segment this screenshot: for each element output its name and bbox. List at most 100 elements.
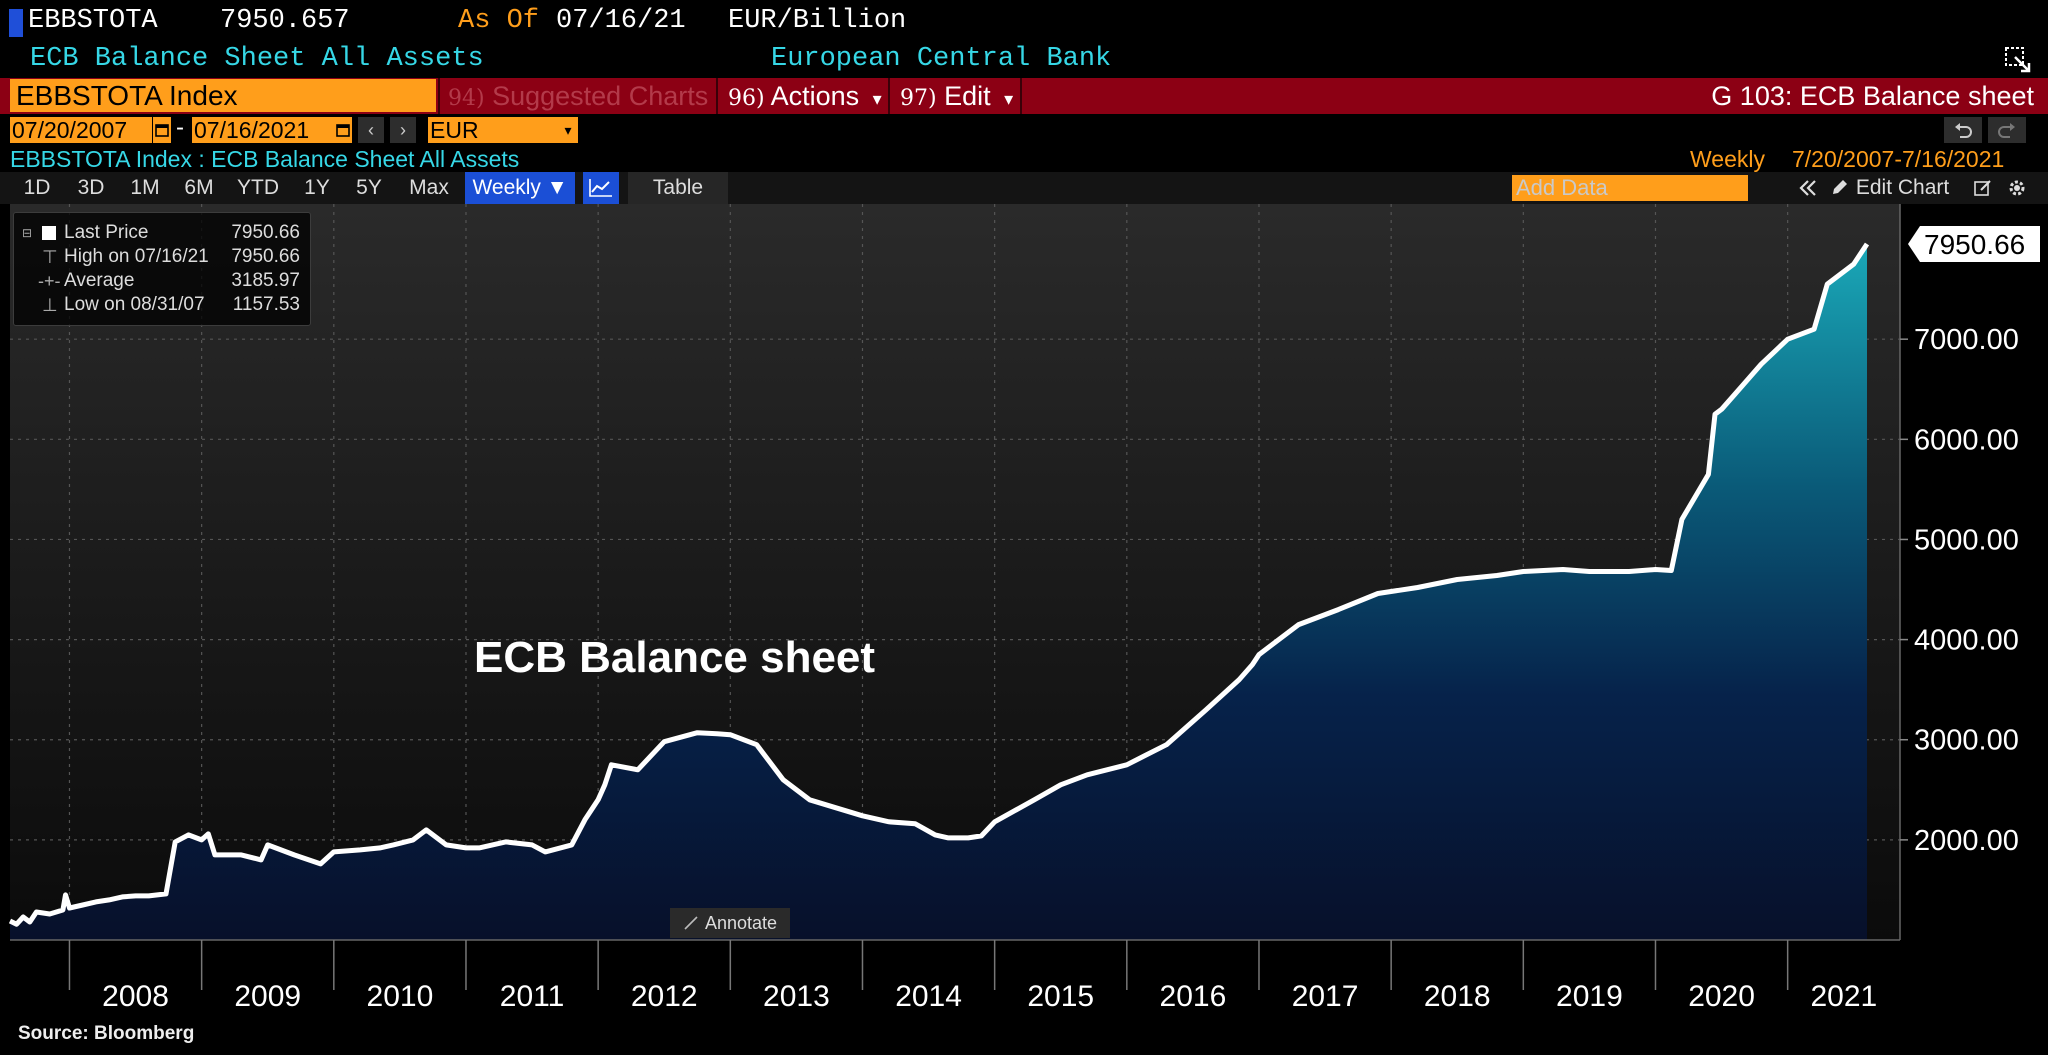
toolbar-divider bbox=[1020, 78, 1022, 114]
x-tick-label: 2020 bbox=[1688, 980, 1755, 1013]
legend-label: Low on 08/31/07 bbox=[64, 294, 205, 315]
x-tick-label: 2009 bbox=[234, 980, 301, 1013]
edit-box-icon bbox=[1974, 180, 1991, 196]
currency-select[interactable]: EUR bbox=[428, 117, 558, 143]
table-button[interactable]: Table bbox=[628, 172, 728, 204]
period-label: 7/20/2007-7/16/2021 bbox=[1792, 146, 2005, 172]
x-tick-label: 2011 bbox=[500, 980, 565, 1013]
edit-chart-label: Edit Chart bbox=[1855, 176, 1950, 199]
legend-row-high: ⊤ High on 07/16/21 7950.66 bbox=[14, 245, 310, 269]
end-date-field[interactable]: 07/16/2021 bbox=[192, 117, 334, 143]
y-tick-label: 2000.00 bbox=[1914, 825, 2019, 857]
collapse-button[interactable] bbox=[1794, 172, 1822, 204]
legend-value: 7950.66 bbox=[231, 246, 300, 267]
legend-box[interactable]: ⊟ Last Price 7950.66 ⊤ High on 07/16/21 … bbox=[13, 212, 311, 326]
actions-menu-button[interactable]: 96) Actions ▾ bbox=[716, 78, 888, 114]
x-tick-label: 2016 bbox=[1160, 980, 1227, 1013]
x-tick-label: 2008 bbox=[102, 980, 169, 1013]
annotate-pen-icon bbox=[684, 916, 698, 930]
x-tick-label: 2015 bbox=[1027, 980, 1094, 1013]
x-tick-label: 2012 bbox=[631, 980, 698, 1013]
end-date-calendar-icon[interactable] bbox=[334, 117, 352, 143]
add-data-input[interactable]: Add Data bbox=[1512, 175, 1748, 201]
legend-label: Average bbox=[64, 270, 135, 291]
source-note: Source: Bloomberg bbox=[18, 1023, 195, 1044]
chart-type-button[interactable] bbox=[583, 172, 619, 204]
x-tick-label: 2019 bbox=[1556, 980, 1623, 1013]
expand-icon[interactable] bbox=[2003, 45, 2033, 75]
source-name: European Central Bank bbox=[771, 44, 1112, 74]
edit-label: Edit bbox=[944, 81, 991, 111]
frequency-label: Weekly bbox=[1690, 146, 1765, 172]
actions-number: 96) bbox=[728, 86, 765, 111]
series-line bbox=[8, 242, 1870, 927]
line-chart-icon bbox=[589, 179, 612, 197]
annotate-button[interactable]: Annotate bbox=[670, 908, 790, 938]
legend-value: 3185.97 bbox=[231, 270, 300, 291]
date-separator: - bbox=[176, 114, 184, 141]
last-price-tag-label: 7950.66 bbox=[1924, 229, 2025, 260]
index-field[interactable]: EBBSTOTA Index bbox=[10, 79, 436, 112]
start-date-field[interactable]: 07/20/2007 bbox=[10, 117, 152, 143]
timeframe-6m[interactable]: 6M bbox=[184, 176, 214, 199]
next-period-button[interactable]: › bbox=[390, 117, 416, 143]
chart-subheader: EBBSTOTA Index : ECB Balance Sheet All A… bbox=[0, 144, 2048, 172]
y-tick-label: 3000.00 bbox=[1914, 725, 2019, 757]
as-of-label: As Of bbox=[458, 6, 540, 36]
y-tick-label: 6000.00 bbox=[1914, 424, 2019, 456]
double-chevron-left-icon bbox=[1799, 180, 1816, 196]
suggested-charts-button[interactable]: 94) Suggested Charts bbox=[438, 78, 716, 114]
units: EUR/Billion bbox=[728, 6, 907, 36]
currency-dropdown-icon[interactable]: ▾ bbox=[558, 117, 578, 143]
suggested-charts-label: Suggested Charts bbox=[492, 81, 709, 111]
edit-number: 97) bbox=[900, 86, 937, 111]
actions-dropdown-icon: ▾ bbox=[872, 89, 882, 109]
series-area bbox=[10, 244, 1867, 940]
legend-label: Last Price bbox=[64, 222, 149, 243]
timeframe-5y[interactable]: 5Y bbox=[356, 176, 382, 199]
x-tick-label: 2014 bbox=[895, 980, 962, 1013]
legend-row-low: ⊥ Low on 08/31/07 1157.53 bbox=[14, 293, 310, 317]
settings-button[interactable] bbox=[2000, 172, 2034, 204]
timeframe-1y[interactable]: 1Y bbox=[304, 176, 330, 199]
timeframe-3d[interactable]: 3D bbox=[77, 176, 105, 199]
timeframe-1m[interactable]: 1M bbox=[130, 176, 160, 199]
redo-button[interactable] bbox=[1988, 117, 2026, 143]
security-description: ECB Balance Sheet All Assets bbox=[30, 44, 484, 74]
undo-button[interactable] bbox=[1944, 117, 1982, 143]
actions-label: Actions bbox=[770, 81, 860, 111]
redo-icon bbox=[1998, 123, 2015, 138]
y-tick-label: 4000.00 bbox=[1914, 625, 2019, 657]
legend-value: 1157.53 bbox=[232, 294, 300, 315]
ticker: EBBSTOTA bbox=[28, 6, 158, 36]
start-date-calendar-icon[interactable] bbox=[153, 117, 171, 143]
chart-title: ECB Balance sheet bbox=[474, 633, 875, 682]
x-tick-label: 2021 bbox=[1810, 980, 1877, 1013]
edit-menu-button[interactable]: 97) Edit ▾ bbox=[888, 78, 1020, 114]
legend-collapse-icon[interactable]: ⊟ bbox=[22, 226, 33, 240]
x-tick-label: 2010 bbox=[367, 980, 434, 1013]
as-of-date: 07/16/21 bbox=[556, 6, 686, 36]
timeframe-ytd[interactable]: YTD bbox=[237, 176, 279, 199]
x-tick-label: 2018 bbox=[1424, 980, 1491, 1013]
edit-dropdown-icon: ▾ bbox=[1004, 89, 1014, 109]
chart-area[interactable]: 2000.00 3000.00 4000.00 5000.00 6000.00 7000.… bbox=[0, 204, 2048, 1024]
prev-period-button[interactable]: ‹ bbox=[358, 117, 384, 143]
legend-swatch-last-price bbox=[42, 226, 56, 240]
edit-chart-button[interactable]: Edit Chart bbox=[1830, 172, 1968, 204]
suggested-charts-number: 94) bbox=[448, 86, 485, 111]
page-title: G 103: ECB Balance sheet bbox=[1711, 81, 2034, 111]
frequency-dropdown[interactable]: Weekly ▼ bbox=[465, 172, 575, 204]
gear-icon bbox=[2009, 180, 2025, 196]
y-tick-label: 5000.00 bbox=[1914, 524, 2019, 556]
pencil-icon bbox=[1833, 180, 1847, 194]
timeframe-max[interactable]: Max bbox=[409, 176, 449, 199]
chart-edit-mode-button[interactable] bbox=[1970, 172, 1996, 204]
last-value: 7950.657 bbox=[220, 6, 350, 36]
undo-icon bbox=[1955, 123, 1972, 138]
timeframe-1d[interactable]: 1D bbox=[23, 176, 51, 199]
security-label: EBBSTOTA Index : ECB Balance Sheet All A… bbox=[10, 146, 520, 172]
last-price-tag: 7950.66 bbox=[1908, 225, 2040, 262]
y-tick-label: 7000.00 bbox=[1914, 324, 2019, 356]
legend-row-last-price: ⊟ Last Price 7950.66 bbox=[14, 221, 310, 245]
